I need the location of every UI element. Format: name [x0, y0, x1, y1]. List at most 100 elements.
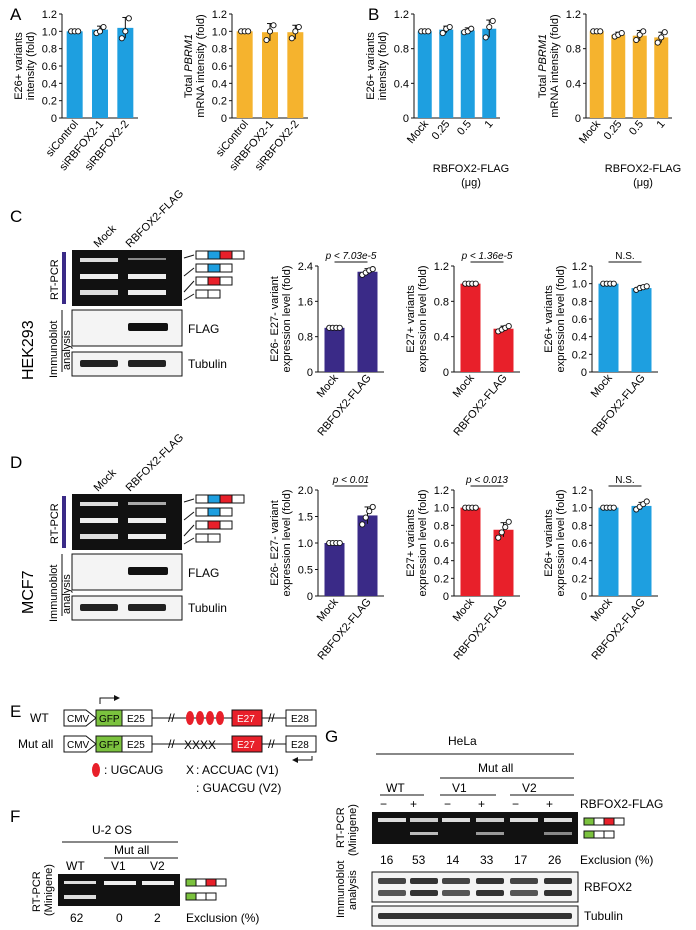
blot-band	[378, 890, 406, 896]
y-tick-label: 0.2	[572, 573, 587, 585]
flag-label-c: FLAG	[188, 322, 219, 336]
gel-band	[128, 534, 166, 539]
bar	[631, 505, 652, 596]
y-tick-label: 0.8	[434, 296, 449, 308]
cmv-promoter-shape	[63, 735, 97, 753]
panel-label-a: A	[10, 5, 22, 24]
bar	[460, 30, 475, 118]
bar	[439, 29, 454, 119]
gel-band	[544, 818, 572, 822]
x-tick-label: 0.25	[430, 118, 453, 142]
p-value-label: p < 1.36e-5	[461, 251, 513, 262]
e27-exon	[231, 735, 263, 753]
x-tick-label: 0.25	[602, 118, 625, 142]
bar	[357, 271, 378, 372]
cell-line-label-d: MCF7	[20, 570, 37, 614]
data-point	[118, 35, 125, 42]
y-tick-label: 0.4	[212, 78, 227, 90]
e27-exon	[231, 709, 263, 727]
bar	[632, 35, 647, 118]
data-point	[482, 34, 489, 41]
gel-band	[64, 881, 96, 884]
y-tick-label: 0.6	[572, 538, 587, 550]
y-tick-label: 1.5	[298, 512, 313, 524]
data-point	[597, 28, 604, 35]
data-point	[640, 28, 647, 35]
immuno-label-d-1: Immunoblot	[48, 565, 60, 622]
x-axis-label: (μg)	[461, 177, 481, 189]
gel-band	[510, 818, 538, 822]
gel-band	[442, 818, 470, 822]
col-label-rbfox-c: RBFOX2-FLAG	[124, 188, 187, 251]
e28-label: E28	[291, 714, 309, 725]
g-rbfox-label: RBFOX2-FLAG	[580, 797, 663, 811]
reverse-primer-icon	[298, 756, 313, 761]
panel-label-d: D	[10, 453, 22, 472]
forward-primer-icon	[99, 697, 114, 704]
g-rbfox2-label: RBFOX2	[584, 880, 632, 894]
y-tick-label: 0	[307, 591, 313, 603]
y-tick-label: 0.8	[394, 44, 409, 56]
data-point	[245, 28, 252, 35]
gel-band	[80, 290, 118, 295]
data-point	[618, 30, 625, 37]
g-sign-1: −	[380, 797, 387, 811]
y-tick-label: 0.8	[298, 332, 313, 344]
cmv-label-mut: CMV	[67, 740, 90, 751]
g-rtpcr-1: RT-PCR	[335, 807, 347, 848]
bar	[460, 283, 481, 372]
blot-band	[80, 360, 118, 367]
bar	[117, 27, 134, 118]
y-axis-label: E26+ variants	[543, 285, 555, 353]
chart-d2: 0 0.2 0.4 0.6 0.8 1.0 1.2 E27+ variants expressi…	[405, 475, 520, 662]
mutated-motif-icons: XXXX	[184, 738, 216, 752]
x-tick-label: 1	[654, 118, 667, 130]
y-tick-label: 0.4	[572, 332, 587, 344]
panel-label-c: C	[10, 207, 22, 226]
y-tick-label: 0.8	[42, 44, 57, 56]
y-tick-label: 0.2	[42, 96, 57, 108]
primer-arrowhead	[114, 695, 120, 701]
y-axis-label: E26+ variants	[13, 32, 25, 100]
y-tick-label: 1.2	[434, 485, 449, 497]
y-axis-label: intensity (fold)	[25, 32, 37, 100]
y-tick-label: 0.8	[434, 520, 449, 532]
y-tick-label: 0.6	[572, 314, 587, 326]
gel-band	[80, 274, 118, 279]
data-point	[270, 22, 277, 29]
blot-band	[544, 878, 572, 884]
gel-band	[104, 881, 136, 885]
panel-e-minigene: WT CMV GFP E25 // E27 // E28 Mut all CMV…	[18, 695, 317, 795]
f-lane-v2: V2	[150, 859, 165, 873]
f-val-v1: 0	[116, 911, 123, 925]
y-tick-label: 0.4	[42, 78, 57, 90]
bar	[493, 529, 514, 596]
g-tubulin-label: Tubulin	[584, 909, 623, 923]
data-point	[610, 504, 617, 511]
y-tick-label: 0.8	[572, 520, 587, 532]
chart-a1: 0 0.2 0.4 0.6 0.8 1.0 1.2 E26+ variants intensit…	[13, 9, 138, 173]
x-axis-label: RBFOX2-FLAG	[433, 163, 509, 175]
e25-exon	[121, 735, 153, 753]
immuno-label-c-1: Immunoblot	[48, 321, 60, 378]
data-point	[446, 23, 453, 31]
blot-band	[128, 360, 166, 367]
blot-panel-c: HEK293 Mock RBFOX2-FLAG RT-PCR Immunoblo…	[20, 188, 245, 380]
data-point	[125, 15, 132, 22]
y-tick-label: 0	[221, 113, 227, 125]
y-tick-label: 0.6	[42, 61, 57, 73]
panel-label-b: B	[368, 5, 379, 24]
blot-band	[476, 878, 504, 884]
isoform-legend-c	[183, 250, 245, 301]
y-tick-label: 1.0	[298, 538, 313, 550]
x-tick-label: Mock	[315, 596, 341, 624]
legend-v2: : GUACGU (V2)	[196, 781, 281, 795]
data-point	[610, 280, 617, 287]
y-tick-label: 0	[581, 591, 587, 603]
blot-band	[544, 890, 572, 896]
p-value-label: p < 7.03e-5	[325, 251, 377, 262]
bar	[598, 283, 619, 372]
y-tick-label: 0	[575, 113, 581, 125]
g-immuno-1: Immunoblot	[335, 861, 347, 918]
blot-band	[378, 878, 406, 884]
